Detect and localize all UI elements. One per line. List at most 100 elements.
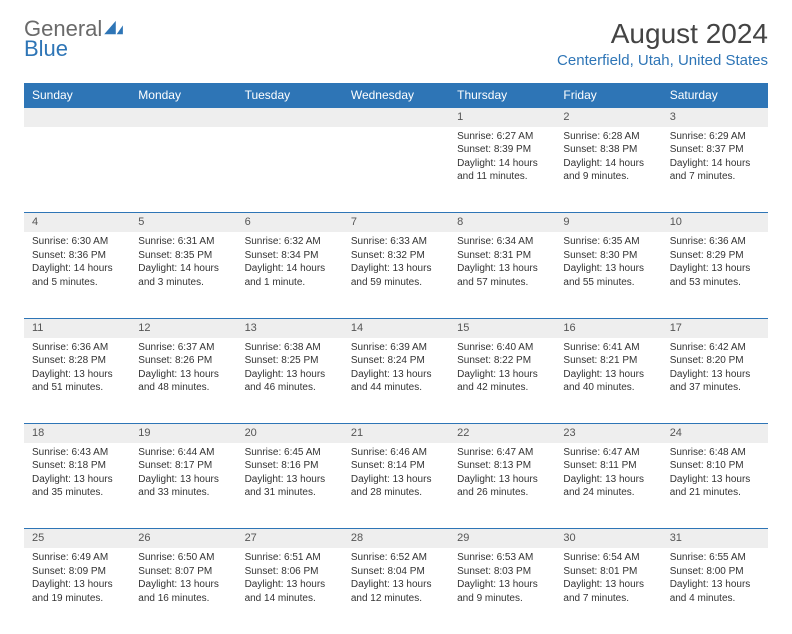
day-content-row: Sunrise: 6:43 AMSunset: 8:18 PMDaylight:… [24, 443, 768, 529]
sunset-text: Sunset: 8:22 PM [457, 354, 547, 368]
day-cell: Sunrise: 6:44 AMSunset: 8:17 PMDaylight:… [130, 443, 236, 529]
daylight-text: Daylight: 13 hours and 24 minutes. [563, 473, 653, 500]
day-cell [24, 127, 130, 213]
sunrise-text: Sunrise: 6:53 AM [457, 551, 547, 565]
day-cell [237, 127, 343, 213]
sunset-text: Sunset: 8:32 PM [351, 249, 441, 263]
day-cell: Sunrise: 6:27 AMSunset: 8:39 PMDaylight:… [449, 127, 555, 213]
daylight-text: Daylight: 13 hours and 48 minutes. [138, 368, 228, 395]
daylight-text: Daylight: 13 hours and 9 minutes. [457, 578, 547, 605]
day-cell: Sunrise: 6:50 AMSunset: 8:07 PMDaylight:… [130, 548, 236, 634]
day-cell: Sunrise: 6:42 AMSunset: 8:20 PMDaylight:… [662, 338, 768, 424]
sunset-text: Sunset: 8:29 PM [670, 249, 760, 263]
sunset-text: Sunset: 8:25 PM [245, 354, 335, 368]
calendar-table: SundayMondayTuesdayWednesdayThursdayFrid… [24, 83, 768, 634]
sunrise-text: Sunrise: 6:36 AM [32, 341, 122, 355]
day-number-cell [237, 108, 343, 127]
weekday-header: Saturday [662, 83, 768, 108]
sunrise-text: Sunrise: 6:29 AM [670, 130, 760, 144]
day-number-cell: 24 [662, 424, 768, 443]
sunset-text: Sunset: 8:06 PM [245, 565, 335, 579]
sunrise-text: Sunrise: 6:45 AM [245, 446, 335, 460]
daylight-text: Daylight: 14 hours and 9 minutes. [563, 157, 653, 184]
day-number-cell: 3 [662, 108, 768, 127]
sunrise-text: Sunrise: 6:39 AM [351, 341, 441, 355]
sunrise-text: Sunrise: 6:50 AM [138, 551, 228, 565]
day-content-row: Sunrise: 6:27 AMSunset: 8:39 PMDaylight:… [24, 127, 768, 213]
sunrise-text: Sunrise: 6:48 AM [670, 446, 760, 460]
sunset-text: Sunset: 8:34 PM [245, 249, 335, 263]
location-text: Centerfield, Utah, United States [557, 52, 768, 69]
daylight-text: Daylight: 13 hours and 12 minutes. [351, 578, 441, 605]
day-cell: Sunrise: 6:43 AMSunset: 8:18 PMDaylight:… [24, 443, 130, 529]
day-cell: Sunrise: 6:41 AMSunset: 8:21 PMDaylight:… [555, 338, 661, 424]
weekday-header: Monday [130, 83, 236, 108]
sunrise-text: Sunrise: 6:40 AM [457, 341, 547, 355]
weekday-header: Friday [555, 83, 661, 108]
sunset-text: Sunset: 8:26 PM [138, 354, 228, 368]
day-cell: Sunrise: 6:49 AMSunset: 8:09 PMDaylight:… [24, 548, 130, 634]
daylight-text: Daylight: 13 hours and 31 minutes. [245, 473, 335, 500]
day-number-cell: 20 [237, 424, 343, 443]
sunset-text: Sunset: 8:10 PM [670, 459, 760, 473]
sunrise-text: Sunrise: 6:38 AM [245, 341, 335, 355]
sunrise-text: Sunrise: 6:36 AM [670, 235, 760, 249]
daylight-text: Daylight: 13 hours and 57 minutes. [457, 262, 547, 289]
sunset-text: Sunset: 8:09 PM [32, 565, 122, 579]
daylight-text: Daylight: 14 hours and 3 minutes. [138, 262, 228, 289]
day-cell: Sunrise: 6:51 AMSunset: 8:06 PMDaylight:… [237, 548, 343, 634]
sunrise-text: Sunrise: 6:37 AM [138, 341, 228, 355]
daylight-text: Daylight: 13 hours and 16 minutes. [138, 578, 228, 605]
daylight-text: Daylight: 13 hours and 46 minutes. [245, 368, 335, 395]
sunrise-text: Sunrise: 6:46 AM [351, 446, 441, 460]
sunset-text: Sunset: 8:39 PM [457, 143, 547, 157]
daylight-text: Daylight: 13 hours and 33 minutes. [138, 473, 228, 500]
day-number-cell: 26 [130, 529, 236, 548]
day-cell: Sunrise: 6:36 AMSunset: 8:29 PMDaylight:… [662, 232, 768, 318]
sunrise-text: Sunrise: 6:44 AM [138, 446, 228, 460]
day-cell: Sunrise: 6:47 AMSunset: 8:11 PMDaylight:… [555, 443, 661, 529]
day-cell: Sunrise: 6:40 AMSunset: 8:22 PMDaylight:… [449, 338, 555, 424]
day-number-cell: 14 [343, 318, 449, 337]
day-content-row: Sunrise: 6:36 AMSunset: 8:28 PMDaylight:… [24, 338, 768, 424]
sunset-text: Sunset: 8:11 PM [563, 459, 653, 473]
sunset-text: Sunset: 8:16 PM [245, 459, 335, 473]
logo-text-blue: Blue [24, 38, 124, 60]
sunset-text: Sunset: 8:01 PM [563, 565, 653, 579]
daylight-text: Daylight: 13 hours and 28 minutes. [351, 473, 441, 500]
daynum-row: 45678910 [24, 213, 768, 232]
day-content-row: Sunrise: 6:49 AMSunset: 8:09 PMDaylight:… [24, 548, 768, 634]
logo-sail-icon [104, 18, 124, 40]
sunset-text: Sunset: 8:13 PM [457, 459, 547, 473]
sunset-text: Sunset: 8:03 PM [457, 565, 547, 579]
sunset-text: Sunset: 8:17 PM [138, 459, 228, 473]
sunrise-text: Sunrise: 6:42 AM [670, 341, 760, 355]
sunrise-text: Sunrise: 6:51 AM [245, 551, 335, 565]
daylight-text: Daylight: 13 hours and 40 minutes. [563, 368, 653, 395]
sunrise-text: Sunrise: 6:41 AM [563, 341, 653, 355]
daylight-text: Daylight: 13 hours and 7 minutes. [563, 578, 653, 605]
sunset-text: Sunset: 8:30 PM [563, 249, 653, 263]
day-number-cell: 6 [237, 213, 343, 232]
month-title: August 2024 [557, 18, 768, 50]
daynum-row: 25262728293031 [24, 529, 768, 548]
day-number-cell: 11 [24, 318, 130, 337]
day-cell: Sunrise: 6:38 AMSunset: 8:25 PMDaylight:… [237, 338, 343, 424]
day-number-cell: 5 [130, 213, 236, 232]
sunrise-text: Sunrise: 6:52 AM [351, 551, 441, 565]
daylight-text: Daylight: 13 hours and 55 minutes. [563, 262, 653, 289]
day-number-cell: 4 [24, 213, 130, 232]
daylight-text: Daylight: 13 hours and 44 minutes. [351, 368, 441, 395]
sunrise-text: Sunrise: 6:54 AM [563, 551, 653, 565]
sunset-text: Sunset: 8:36 PM [32, 249, 122, 263]
daylight-text: Daylight: 13 hours and 26 minutes. [457, 473, 547, 500]
day-cell: Sunrise: 6:33 AMSunset: 8:32 PMDaylight:… [343, 232, 449, 318]
day-number-cell: 19 [130, 424, 236, 443]
sunrise-text: Sunrise: 6:31 AM [138, 235, 228, 249]
day-number-cell: 27 [237, 529, 343, 548]
weekday-header-row: SundayMondayTuesdayWednesdayThursdayFrid… [24, 83, 768, 108]
daylight-text: Daylight: 14 hours and 1 minute. [245, 262, 335, 289]
daylight-text: Daylight: 13 hours and 59 minutes. [351, 262, 441, 289]
sunset-text: Sunset: 8:04 PM [351, 565, 441, 579]
sunset-text: Sunset: 8:24 PM [351, 354, 441, 368]
